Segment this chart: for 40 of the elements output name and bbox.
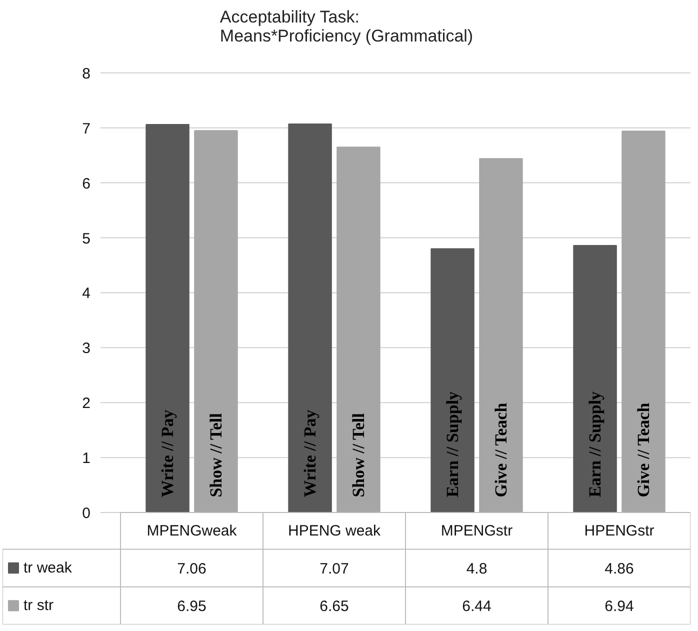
x-tick-label: HPENG weak [288, 522, 382, 540]
bar [194, 130, 238, 514]
y-tick-label: 0 [82, 505, 90, 522]
x-tick-label: MPENGstr [440, 522, 513, 540]
annotation: Give // Teach [491, 402, 510, 498]
annotation: Earn // Supply [586, 390, 605, 498]
data-label: 6.95 [177, 598, 206, 616]
data-label: 7.06 [177, 560, 206, 578]
y-tick-label: 8 [82, 65, 90, 82]
y-tick-label: 7 [82, 120, 90, 138]
data-label: 6.94 [604, 598, 634, 616]
data-label: 4.8 [466, 560, 488, 578]
y-tick-label: 2 [82, 395, 90, 412]
legend-label: tr str [24, 597, 54, 614]
annotation: Write // Pay [300, 409, 320, 498]
chart-title: Acceptability Task: Means*Proficiency (Grammatical) [220, 8, 474, 46]
bar [336, 146, 380, 514]
legend-label: tr weak [24, 560, 72, 577]
annotation: Show // Tell [206, 412, 226, 498]
data-label: 6.44 [462, 598, 492, 616]
annotation: Write // Pay [158, 409, 178, 498]
bar [288, 124, 332, 514]
bar [573, 244, 617, 514]
annotation: Earn // Supply [443, 390, 462, 498]
y-tick-label: 5 [82, 230, 90, 248]
annotation: Give // Teach [634, 402, 653, 498]
y-tick-label: 4 [82, 285, 90, 302]
bar [622, 130, 666, 514]
x-tick-label: MPENGweak [146, 522, 238, 540]
bar [146, 124, 190, 514]
data-label: 6.65 [320, 598, 349, 616]
y-tick-label: 3 [82, 340, 90, 358]
bar [430, 248, 474, 514]
data-label: 4.86 [604, 560, 634, 578]
annotation: Show // Tell [348, 412, 368, 498]
y-tick-label: 1 [82, 450, 90, 468]
y-tick-label: 6 [82, 175, 90, 192]
data-label: 7.07 [320, 560, 349, 578]
x-tick-label: HPENGstr [584, 522, 654, 540]
bar [479, 158, 523, 514]
